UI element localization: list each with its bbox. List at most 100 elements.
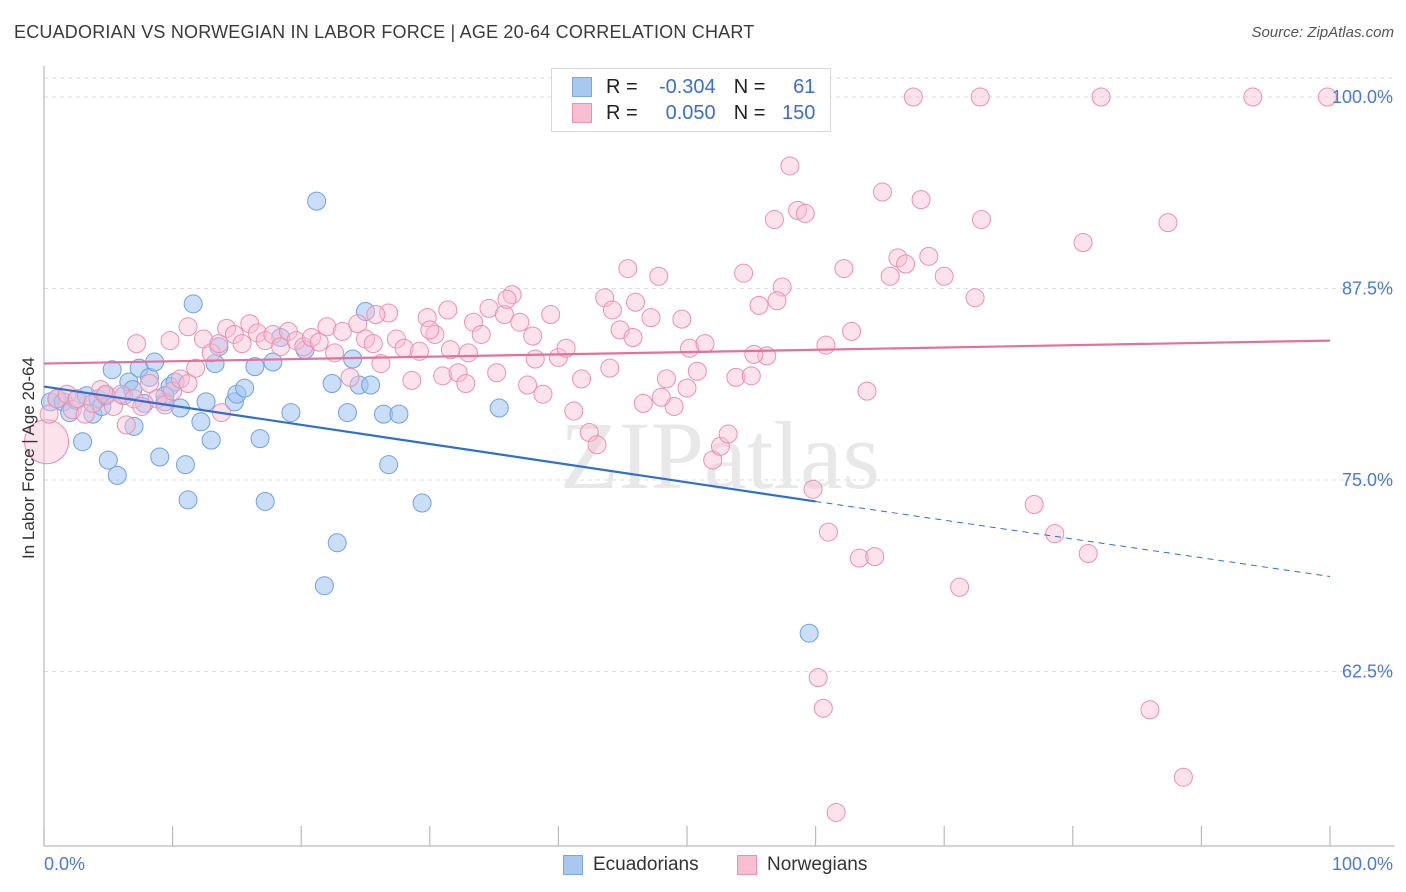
- legend-n-value: 61: [793, 75, 816, 98]
- norwegian-point: [163, 381, 183, 401]
- legend-n-label: N =: [733, 101, 766, 124]
- norwegian-point: [744, 344, 764, 364]
- norwegian-point: [127, 334, 147, 354]
- norwegian-point: [600, 358, 620, 378]
- norwegian-point: [402, 370, 422, 390]
- norwegian-point: [602, 300, 622, 320]
- legend-r-label: R =: [606, 75, 638, 98]
- norwegian-point: [458, 343, 478, 363]
- norwegian-point: [813, 698, 833, 718]
- norwegian-point: [1317, 87, 1337, 107]
- norwegian-point: [816, 335, 836, 355]
- norwegian-point: [541, 305, 561, 325]
- legend-n-label: N =: [733, 75, 766, 98]
- x-tick-label: 100.0%: [1332, 854, 1393, 874]
- norwegian-point: [749, 295, 769, 315]
- norwegian-point: [317, 317, 337, 337]
- norwegian-point: [1045, 524, 1065, 544]
- norwegian-point: [865, 547, 885, 567]
- norwegian-point: [371, 354, 391, 374]
- norwegian-point: [186, 358, 206, 378]
- norwegian-point: [1158, 213, 1178, 233]
- norwegian-point: [47, 389, 67, 409]
- norwegian-point: [497, 289, 517, 309]
- norwegian-point: [649, 266, 669, 286]
- norwegian-point: [656, 369, 676, 389]
- norwegian-point: [1091, 87, 1111, 107]
- norwegian-point: [641, 308, 661, 328]
- norwegian-point: [896, 254, 916, 274]
- norwegian-point: [1243, 87, 1263, 107]
- trend-lines: [43, 339, 1331, 578]
- ecuadorian-point: [178, 490, 198, 510]
- ecuadorian-trend-extension: [815, 500, 1331, 578]
- y-tick-label: 100.0%: [1332, 87, 1393, 107]
- norwegian-point: [595, 288, 615, 308]
- norwegian-point: [857, 381, 877, 401]
- norwegian-point: [1140, 700, 1160, 720]
- legend-r-label: R =: [606, 101, 638, 124]
- norwegian-point: [965, 288, 985, 308]
- norwegian-point: [788, 200, 808, 220]
- norwegian-point: [919, 246, 939, 266]
- norwegian-point: [903, 87, 923, 107]
- ecuadorian-point: [124, 416, 144, 436]
- norwegian-point: [623, 328, 643, 348]
- norwegian-point: [420, 320, 440, 340]
- ecuadorian-point: [361, 375, 381, 395]
- legend-swatch-ecuadorians: [572, 77, 592, 97]
- y-tick-label: 75.0%: [1342, 470, 1393, 490]
- grid-lines: [44, 77, 1395, 672]
- norwegian-point: [440, 340, 460, 360]
- norwegian-point: [471, 324, 491, 344]
- norwegian-point: [618, 259, 638, 279]
- tick-labels: 100.0% 87.5% 75.0% 62.5% 0.0% 100.0%: [44, 87, 1393, 874]
- y-tick-label: 62.5%: [1342, 662, 1393, 682]
- legend-r-value: -0.304: [658, 75, 716, 98]
- norwegian-point: [677, 378, 697, 398]
- norwegian-point: [67, 389, 87, 409]
- norwegian-point: [587, 435, 607, 455]
- norwegian-point: [687, 361, 707, 381]
- ecuadorian-point: [379, 455, 399, 475]
- norwegian-point: [394, 338, 414, 358]
- legend-item-ecuadorians: Ecuadorians: [563, 852, 699, 878]
- norwegian-point: [808, 668, 828, 688]
- norwegian-point: [971, 210, 991, 230]
- ecuadorian-point: [250, 429, 270, 449]
- norwegian-point: [1173, 767, 1193, 787]
- norwegian-point: [651, 387, 671, 407]
- ecuadorian-point: [337, 403, 357, 423]
- y-tick-label: 87.5%: [1342, 279, 1393, 299]
- norwegian-point: [741, 366, 761, 386]
- norwegian-point: [1024, 495, 1044, 515]
- norwegian-point: [523, 326, 543, 346]
- norwegian-point: [950, 577, 970, 597]
- norwegian-point: [340, 367, 360, 387]
- ecuadorian-point: [191, 412, 211, 432]
- axes: [43, 66, 1395, 847]
- norwegian-point: [803, 479, 823, 499]
- chart-title: ECUADORIAN VS NORWEGIAN IN LABOR FORCE |…: [14, 22, 755, 42]
- ecuadorian-point: [245, 357, 265, 377]
- norwegian-point: [564, 401, 584, 421]
- norwegian-point: [695, 334, 715, 354]
- norwegian-point: [911, 190, 931, 210]
- norwegian-point: [209, 334, 229, 354]
- norwegian-point: [178, 373, 198, 393]
- ecuadorian-point: [799, 623, 819, 643]
- ecuadorian-point: [73, 432, 93, 452]
- norwegian-point: [487, 363, 507, 383]
- stats-legend: R = -0.304 N = 61 R = 0.050 N = 150: [551, 68, 831, 132]
- norwegian-point: [818, 522, 838, 542]
- ecuadorian-point: [281, 403, 301, 423]
- ecuadorian-point: [263, 352, 283, 372]
- norwegian-point: [438, 300, 458, 320]
- norwegian-point: [572, 369, 592, 389]
- ecuadorian-point: [183, 294, 203, 314]
- norwegian-point: [633, 393, 653, 413]
- norwegian-point: [433, 366, 453, 386]
- norwegian-point: [217, 318, 237, 338]
- ecuadorian-point: [412, 493, 432, 513]
